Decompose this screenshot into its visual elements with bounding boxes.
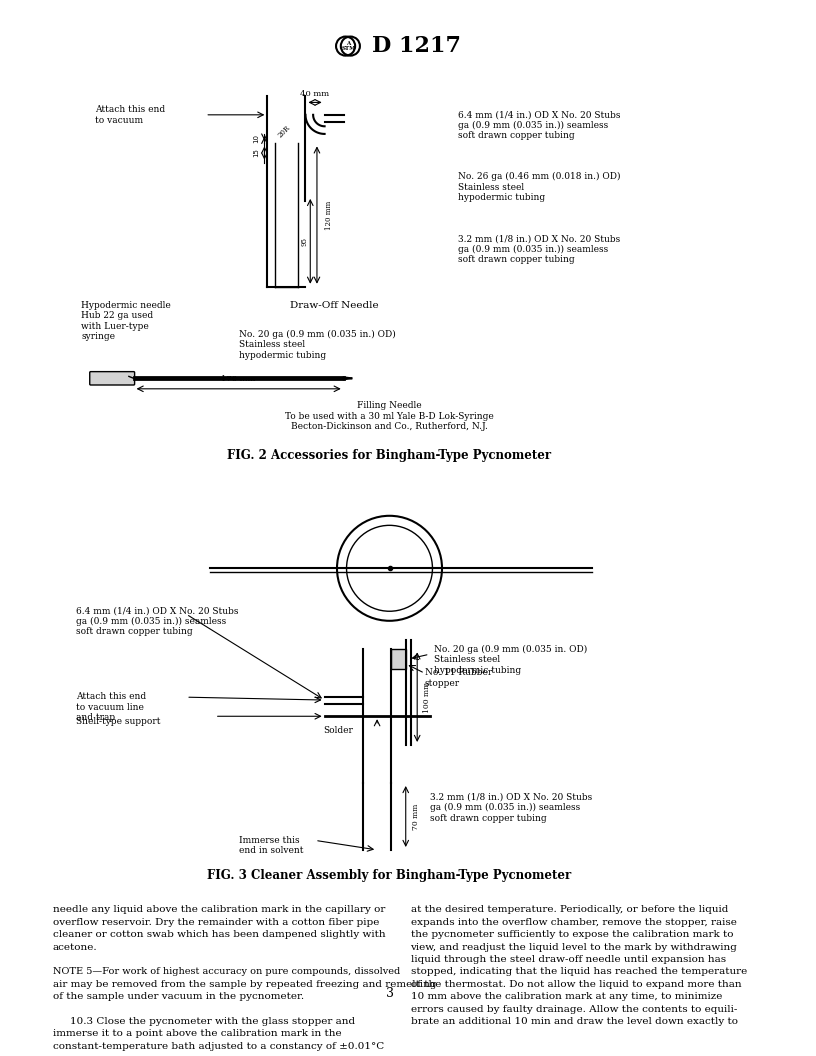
Text: A
STM: A STM bbox=[341, 41, 356, 52]
Text: air may be removed from the sample by repeated freezing and remelting: air may be removed from the sample by re… bbox=[52, 980, 436, 988]
Text: Attach this end
to vacuum line
and trap: Attach this end to vacuum line and trap bbox=[77, 693, 147, 722]
Text: 15: 15 bbox=[253, 149, 259, 157]
Text: Filling Needle
To be used with a 30 ml Yale B-D Lok-Syringe
Becton-Dickinson and: Filling Needle To be used with a 30 ml Y… bbox=[285, 401, 494, 431]
Text: Attach this end
to vacuum: Attach this end to vacuum bbox=[95, 106, 166, 125]
Text: brate an additional 10 min and draw the level down exactly to: brate an additional 10 min and draw the … bbox=[410, 1017, 738, 1026]
Text: FIG. 2 Accessories for Bingham-Type Pycnometer: FIG. 2 Accessories for Bingham-Type Pycn… bbox=[228, 449, 552, 461]
Text: 70 mm: 70 mm bbox=[412, 804, 420, 830]
Text: liquid through the steel draw-off needle until expansion has: liquid through the steel draw-off needle… bbox=[410, 955, 725, 964]
Text: 10 mm above the calibration mark at any time, to minimize: 10 mm above the calibration mark at any … bbox=[410, 993, 722, 1001]
Text: D 1217: D 1217 bbox=[372, 35, 461, 57]
Text: 3.2 mm (1/8 in.) OD X No. 20 Stubs
ga (0.9 mm (0.035 in.)) seamless
soft drawn c: 3.2 mm (1/8 in.) OD X No. 20 Stubs ga (0… bbox=[429, 793, 592, 823]
Text: 3.2 mm (1/8 in.) OD X No. 20 Stubs
ga (0.9 mm (0.035 in.)) seamless
soft drawn c: 3.2 mm (1/8 in.) OD X No. 20 Stubs ga (0… bbox=[459, 234, 620, 264]
Text: 170 mm: 170 mm bbox=[221, 375, 256, 383]
Text: view, and readjust the liquid level to the mark by withdrawing: view, and readjust the liquid level to t… bbox=[410, 943, 738, 951]
Text: overflow reservoir. Dry the remainder with a cotton fiber pipe: overflow reservoir. Dry the remainder wi… bbox=[52, 918, 379, 927]
Text: 6.4 mm (1/4 in.) OD X No. 20 Stubs
ga (0.9 mm (0.035 in.)) seamless
soft drawn c: 6.4 mm (1/4 in.) OD X No. 20 Stubs ga (0… bbox=[77, 606, 239, 637]
Text: FIG. 3 Cleaner Assembly for Bingham-Type Pycnometer: FIG. 3 Cleaner Assembly for Bingham-Type… bbox=[207, 869, 572, 882]
Text: Draw-Off Needle: Draw-Off Needle bbox=[290, 301, 379, 310]
Text: No. 20 ga (0.9 mm (0.035 in.) OD)
Stainless steel
hypodermic tubing: No. 20 ga (0.9 mm (0.035 in.) OD) Stainl… bbox=[238, 329, 396, 359]
Text: 95: 95 bbox=[300, 237, 308, 246]
Text: Shelf-type support: Shelf-type support bbox=[77, 717, 161, 725]
Text: Hypodermic needle
Hub 22 ga used
with Luer-type
syringe: Hypodermic needle Hub 22 ga used with Lu… bbox=[81, 301, 171, 341]
Text: of the thermostat. Do not allow the liquid to expand more than: of the thermostat. Do not allow the liqu… bbox=[410, 980, 741, 988]
Text: No. 26 ga (0.46 mm (0.018 in.) OD)
Stainless steel
hypodermic tubing: No. 26 ga (0.46 mm (0.018 in.) OD) Stain… bbox=[459, 172, 621, 202]
Text: acetone.: acetone. bbox=[52, 943, 97, 951]
Text: expands into the overflow chamber, remove the stopper, raise: expands into the overflow chamber, remov… bbox=[410, 918, 736, 927]
Text: 100 mm: 100 mm bbox=[423, 681, 431, 713]
Text: immerse it to a point above the calibration mark in the: immerse it to a point above the calibrat… bbox=[52, 1030, 341, 1038]
Text: Immerse this
end in solvent: Immerse this end in solvent bbox=[238, 835, 304, 855]
Text: errors caused by faulty drainage. Allow the contents to equili-: errors caused by faulty drainage. Allow … bbox=[410, 1004, 737, 1014]
Bar bbox=[392, 649, 406, 668]
Text: 10: 10 bbox=[253, 134, 259, 144]
Text: No. 20 ga (0.9 mm (0.035 in. OD)
Stainless steel
hypodermic tubing: No. 20 ga (0.9 mm (0.035 in. OD) Stainle… bbox=[434, 644, 588, 675]
Text: 120 mm: 120 mm bbox=[325, 201, 333, 230]
Text: 40 mm: 40 mm bbox=[300, 90, 330, 97]
Text: Solder: Solder bbox=[323, 725, 353, 735]
Text: the pycnometer sufficiently to expose the calibration mark to: the pycnometer sufficiently to expose th… bbox=[410, 930, 733, 939]
Text: stopped, indicating that the liquid has reached the temperature: stopped, indicating that the liquid has … bbox=[410, 967, 747, 977]
Text: 10.3 Close the pycnometer with the glass stopper and: 10.3 Close the pycnometer with the glass… bbox=[69, 1017, 355, 1026]
Text: 20R: 20R bbox=[277, 125, 292, 139]
Text: 3: 3 bbox=[385, 986, 393, 1000]
Text: at the desired temperature. Periodically, or before the liquid: at the desired temperature. Periodically… bbox=[410, 905, 728, 914]
Text: NOTE 5—For work of highest accuracy on pure compounds, dissolved: NOTE 5—For work of highest accuracy on p… bbox=[52, 967, 400, 977]
Text: needle any liquid above the calibration mark in the capillary or: needle any liquid above the calibration … bbox=[52, 905, 385, 914]
Text: No. 11 Rubber
stopper: No. 11 Rubber stopper bbox=[425, 668, 492, 687]
Text: of the sample under vacuum in the pycnometer.: of the sample under vacuum in the pycnom… bbox=[52, 993, 304, 1001]
Text: constant-temperature bath adjusted to a constancy of ±0.01°C: constant-temperature bath adjusted to a … bbox=[52, 1042, 384, 1051]
FancyBboxPatch shape bbox=[90, 372, 135, 385]
Text: 6.4 mm (1/4 in.) OD X No. 20 Stubs
ga (0.9 mm (0.035 in.)) seamless
soft drawn c: 6.4 mm (1/4 in.) OD X No. 20 Stubs ga (0… bbox=[459, 110, 621, 140]
Text: cleaner or cotton swab which has been dampened slightly with: cleaner or cotton swab which has been da… bbox=[52, 930, 385, 939]
